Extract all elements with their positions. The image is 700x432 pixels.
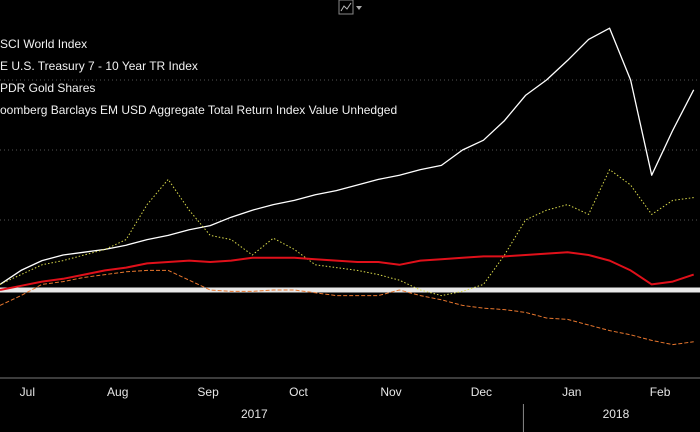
legend-entry: oomberg Barclays EM USD Aggregate Total …: [0, 103, 397, 117]
legend-entry: SCI World Index: [0, 37, 87, 51]
series-line: [0, 269, 694, 346]
icon-box: [338, 0, 354, 15]
legend-entry: PDR Gold Shares: [0, 81, 95, 95]
chart-type-icon[interactable]: [338, 0, 362, 15]
legend-entry: E U.S. Treasury 7 - 10 Year TR Index: [0, 59, 198, 73]
icon-glyph: [340, 2, 352, 12]
x-tick-label: Dec: [471, 385, 492, 399]
x-tick-label: Sep: [197, 385, 219, 399]
x-tick-label: Jan: [562, 385, 581, 399]
series-line: [0, 27, 695, 285]
x-tick-label: Aug: [107, 385, 128, 399]
legend: SCI World Index E U.S. Treasury 7 - 10 Ye…: [0, 37, 397, 117]
icon-dropdown: [356, 6, 362, 10]
series-line: [0, 251, 695, 291]
x-tick-label: Jul: [20, 385, 35, 399]
year-label: 2017: [241, 407, 268, 421]
x-tick-label: Feb: [650, 385, 671, 399]
x-tick-label: Nov: [380, 385, 401, 399]
year-label: 2018: [603, 407, 630, 421]
series-line: [0, 169, 694, 297]
x-tick-label: Oct: [289, 385, 308, 399]
